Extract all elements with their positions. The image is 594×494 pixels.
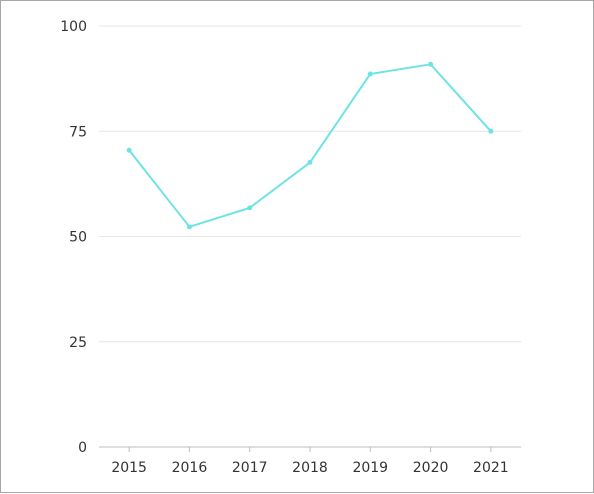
y-tick-label: 75	[69, 124, 87, 140]
y-tick-label: 50	[69, 230, 87, 246]
data-point-2019[interactable]	[367, 71, 373, 77]
data-point-2015[interactable]	[126, 147, 132, 153]
y-tick-label: 100	[60, 19, 87, 35]
data-point-2020[interactable]	[428, 61, 434, 67]
data-point-2017[interactable]	[247, 205, 253, 211]
gridlines	[99, 25, 521, 343]
y-axis-tick-labels: 0 25 50 75 100	[60, 19, 87, 456]
x-axis	[99, 446, 521, 452]
data-point-2021[interactable]	[488, 128, 494, 134]
x-tick-label: 2019	[352, 460, 388, 476]
data-point-2018[interactable]	[307, 159, 313, 165]
data-point-2016[interactable]	[186, 224, 192, 230]
series-line	[128, 63, 492, 228]
x-tick-label: 2017	[232, 460, 268, 476]
x-tick-label: 2020	[413, 460, 449, 476]
x-tick-label: 2016	[172, 460, 208, 476]
y-tick-label: 0	[78, 440, 87, 456]
x-tick-label: 2015	[111, 460, 147, 476]
x-tick-label: 2018	[292, 460, 328, 476]
y-tick-label: 25	[69, 335, 87, 351]
x-axis-tick-labels: 2015 2016 2017 2018 2019 2020 2021	[111, 460, 508, 476]
series	[126, 61, 494, 230]
x-tick-label: 2021	[473, 460, 509, 476]
